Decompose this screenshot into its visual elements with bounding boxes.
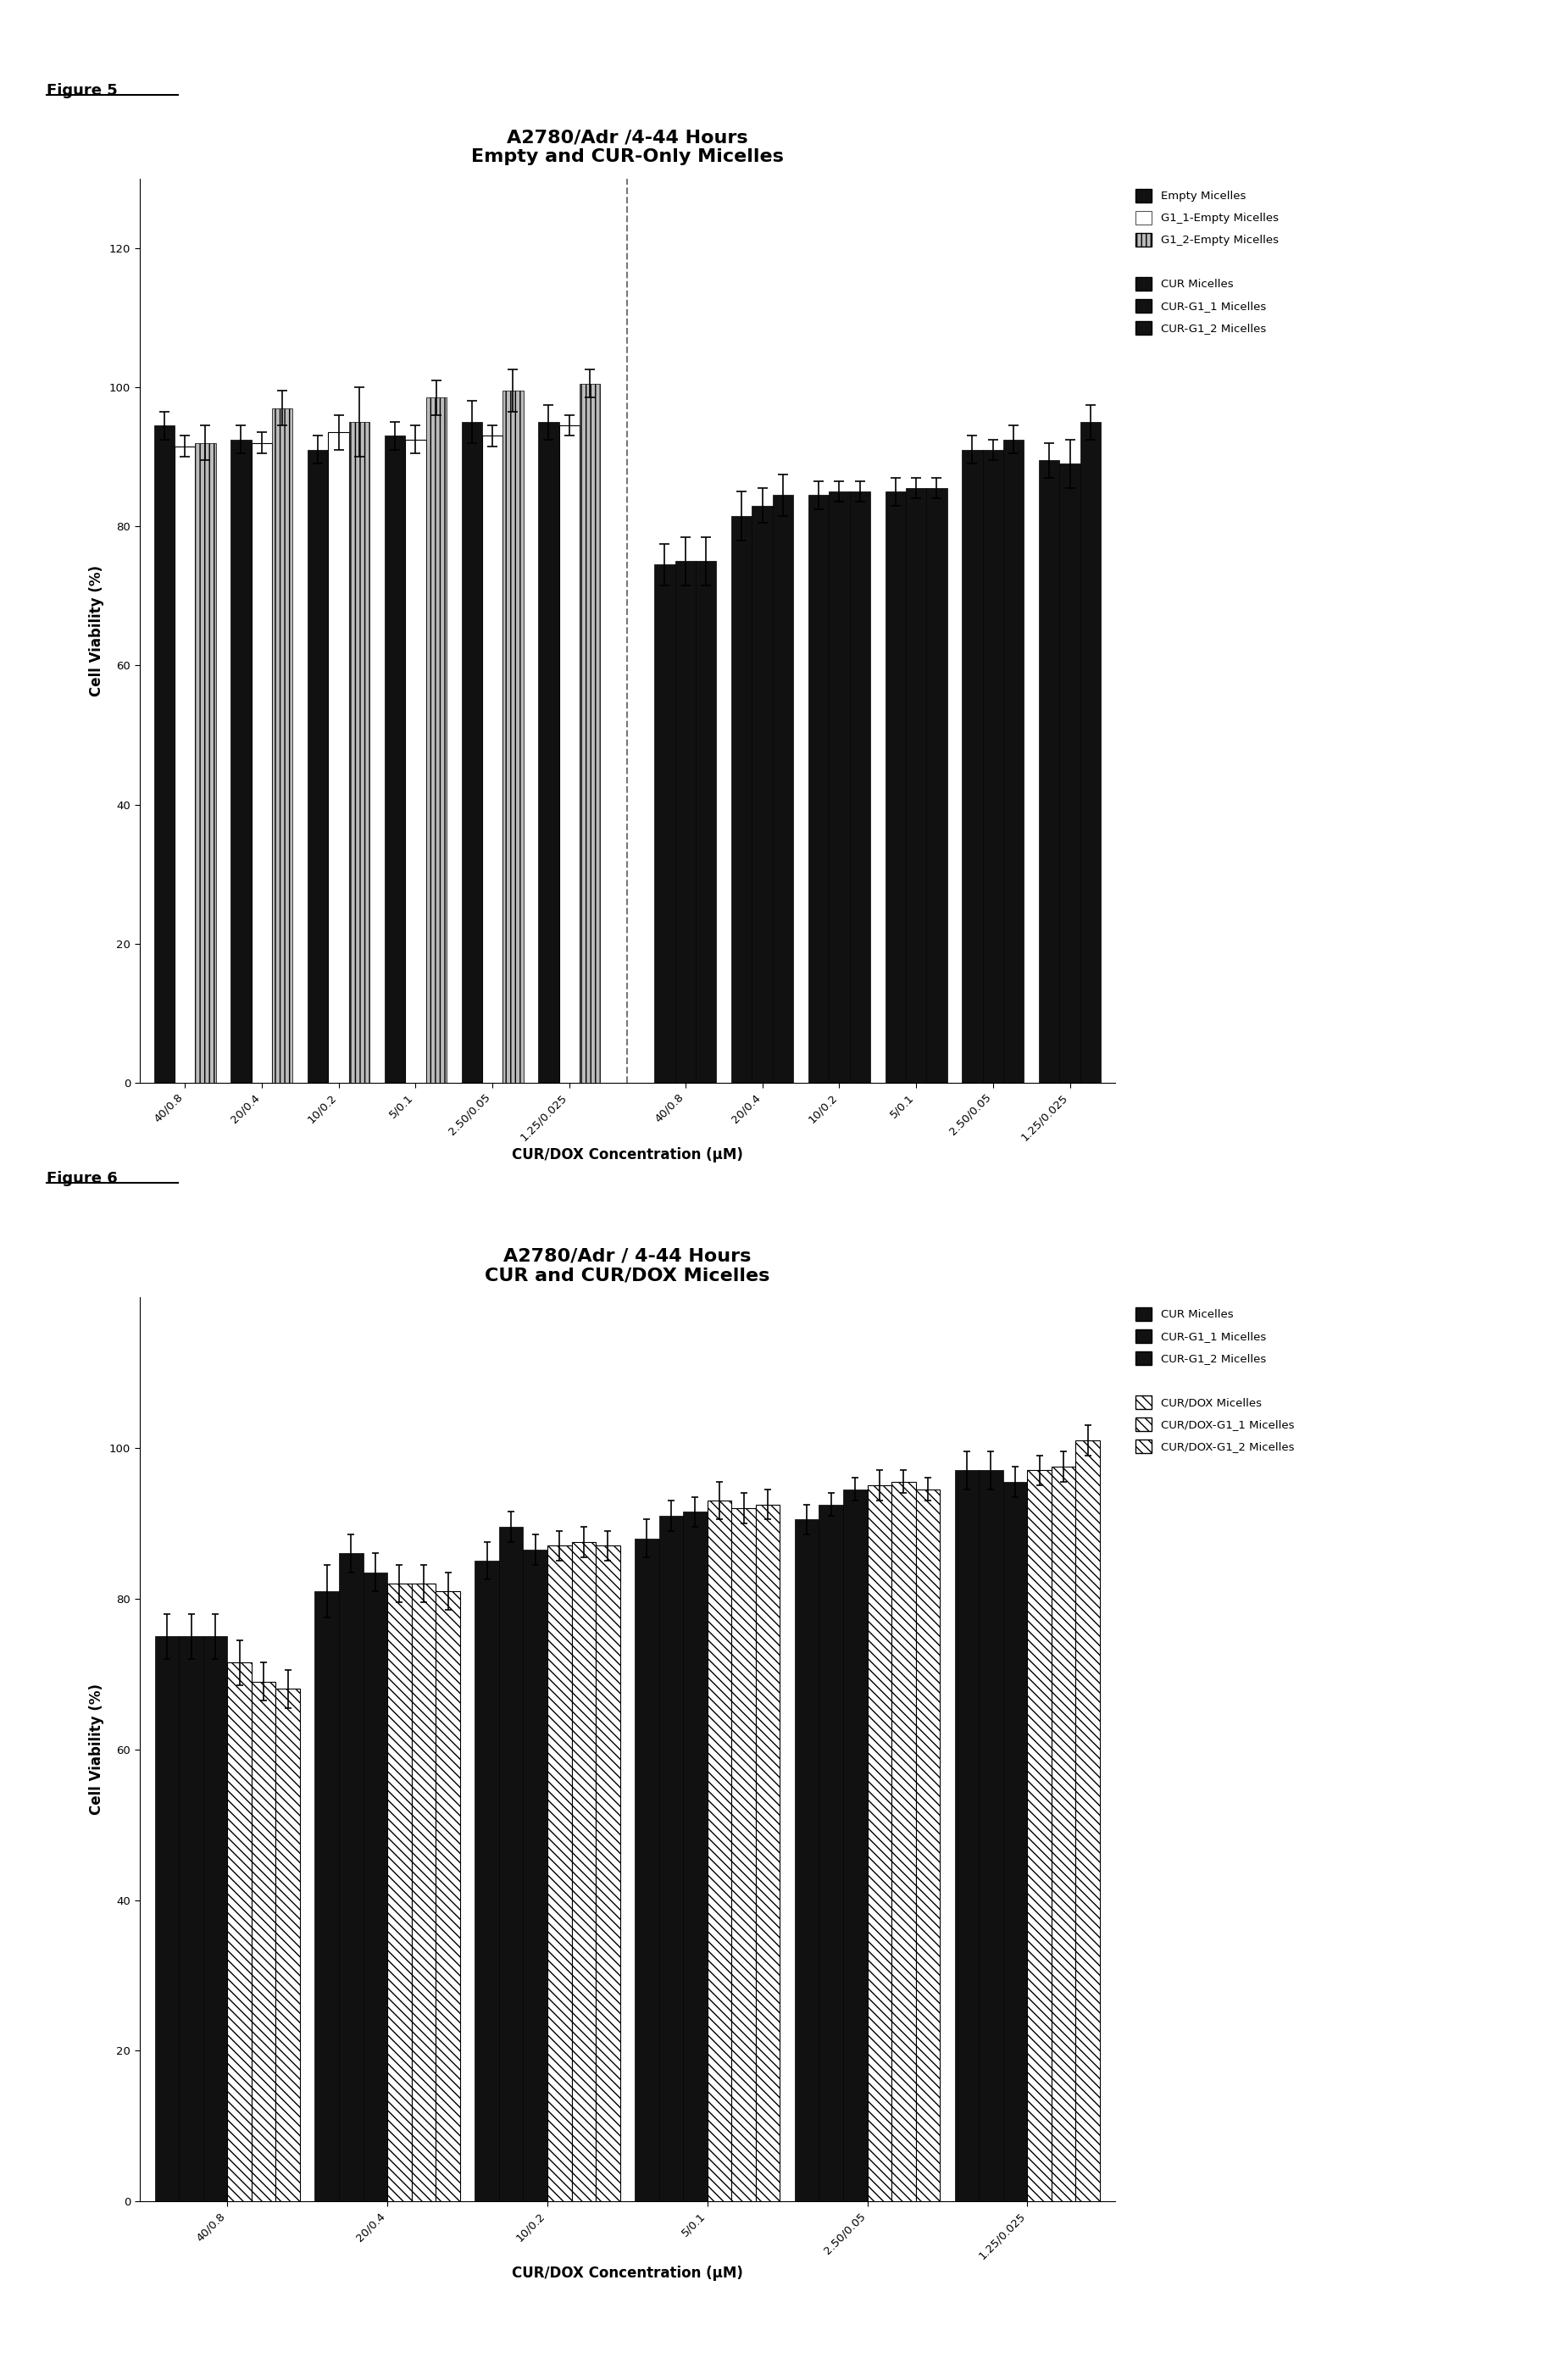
Bar	[195, 443, 215, 1083]
Bar	[384, 436, 406, 1083]
Bar	[175, 447, 195, 1083]
Bar	[412, 1583, 435, 2202]
Bar	[203, 1637, 228, 2202]
Bar	[635, 1537, 658, 2202]
Bar	[1075, 1440, 1100, 2202]
Bar	[462, 421, 482, 1083]
Bar	[231, 440, 251, 1083]
Y-axis label: Cell Viability (%): Cell Viability (%)	[90, 1683, 104, 1816]
Bar	[524, 1549, 547, 2202]
Bar	[849, 493, 871, 1083]
Bar	[654, 564, 675, 1083]
Bar	[596, 1547, 620, 2202]
Bar	[180, 1637, 203, 2202]
Bar	[962, 450, 982, 1083]
Legend: CUR Micelles, CUR-G1_1 Micelles, CUR-G1_2 Micelles, , CUR/DOX Micelles, CUR/DOX-: CUR Micelles, CUR-G1_1 Micelles, CUR-G1_…	[1131, 1302, 1298, 1457]
Bar	[906, 488, 926, 1083]
Title: A2780/Adr /4-44 Hours
Empty and CUR-Only Micelles: A2780/Adr /4-44 Hours Empty and CUR-Only…	[471, 129, 784, 167]
Bar	[406, 440, 426, 1083]
Bar	[751, 505, 773, 1083]
Bar	[1052, 1466, 1075, 2202]
Bar	[539, 421, 559, 1083]
Bar	[251, 443, 273, 1083]
Bar	[1004, 440, 1024, 1083]
Bar	[884, 493, 906, 1083]
Bar	[503, 390, 524, 1083]
Bar	[954, 1471, 979, 2202]
Bar	[1080, 421, 1101, 1083]
Bar	[819, 1504, 843, 2202]
Bar	[829, 493, 849, 1083]
Bar	[731, 516, 751, 1083]
X-axis label: CUR/DOX Concentration (μM): CUR/DOX Concentration (μM)	[511, 1147, 744, 1161]
Bar	[915, 1490, 940, 2202]
Bar	[273, 407, 293, 1083]
Text: Figure 6: Figure 6	[46, 1171, 118, 1185]
Title: A2780/Adr / 4-44 Hours
CUR and CUR/DOX Micelles: A2780/Adr / 4-44 Hours CUR and CUR/DOX M…	[485, 1247, 770, 1285]
Bar	[474, 1561, 499, 2202]
Bar	[1060, 464, 1080, 1083]
Bar	[426, 397, 446, 1083]
Bar	[547, 1547, 572, 2202]
Bar	[387, 1583, 412, 2202]
Bar	[362, 1573, 387, 2202]
Bar	[579, 383, 601, 1083]
Y-axis label: Cell Viability (%): Cell Viability (%)	[90, 564, 104, 697]
Bar	[559, 426, 579, 1083]
Bar	[843, 1490, 867, 2202]
Bar	[982, 450, 1004, 1083]
Bar	[708, 1499, 731, 2202]
Bar	[572, 1542, 596, 2202]
Bar	[499, 1528, 524, 2202]
Bar	[349, 421, 370, 1083]
Bar	[155, 1637, 180, 2202]
Legend: Empty Micelles, G1_1-Empty Micelles, G1_2-Empty Micelles, , CUR Micelles, CUR-G1: Empty Micelles, G1_1-Empty Micelles, G1_…	[1131, 183, 1283, 338]
Bar	[979, 1471, 1004, 2202]
Bar	[314, 1590, 339, 2202]
Bar	[1027, 1471, 1052, 2202]
Bar	[683, 1511, 708, 2202]
Bar	[482, 436, 503, 1083]
Bar	[308, 450, 328, 1083]
Bar	[228, 1664, 251, 2202]
Bar	[435, 1590, 460, 2202]
Bar	[251, 1680, 276, 2202]
Bar	[276, 1690, 301, 2202]
Text: Figure 5: Figure 5	[46, 83, 118, 98]
Bar	[926, 488, 946, 1083]
Bar	[1039, 459, 1060, 1083]
Bar	[795, 1518, 819, 2202]
Bar	[328, 433, 349, 1083]
Bar	[1004, 1483, 1027, 2202]
Bar	[867, 1485, 892, 2202]
Bar	[892, 1483, 915, 2202]
Bar	[339, 1554, 362, 2202]
X-axis label: CUR/DOX Concentration (μM): CUR/DOX Concentration (μM)	[511, 2266, 744, 2280]
Bar	[696, 562, 716, 1083]
Bar	[809, 495, 829, 1083]
Bar	[153, 426, 175, 1083]
Bar	[731, 1509, 756, 2202]
Bar	[658, 1516, 683, 2202]
Bar	[773, 495, 793, 1083]
Bar	[675, 562, 696, 1083]
Bar	[756, 1504, 781, 2202]
